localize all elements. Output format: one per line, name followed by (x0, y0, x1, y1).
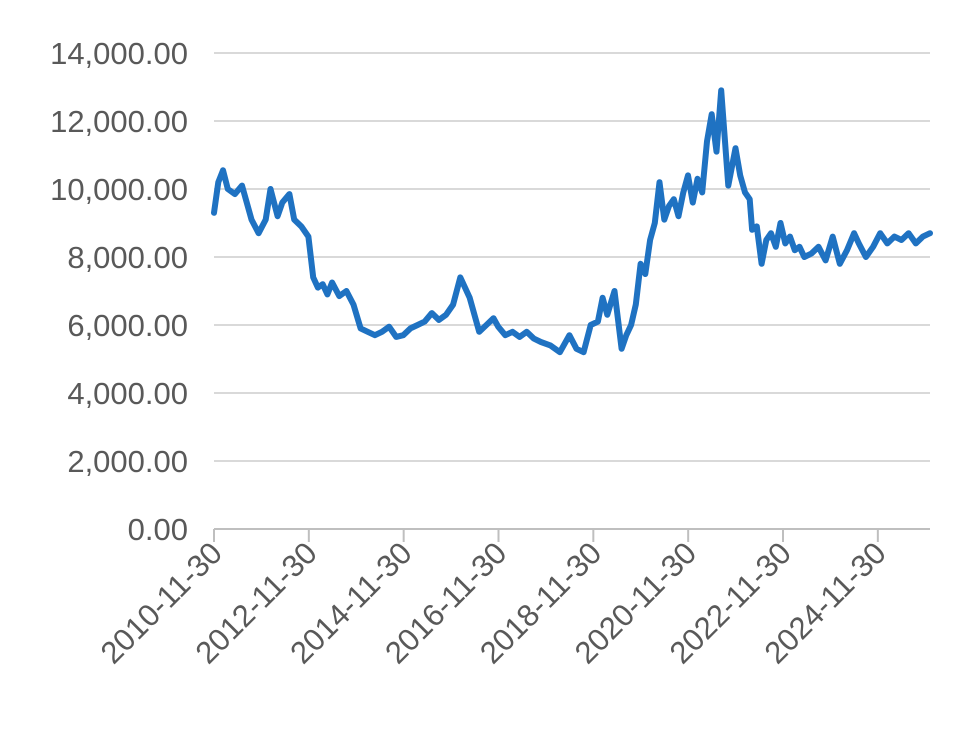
gridlines (214, 52, 930, 462)
y-tick-label: 8,000.00 (67, 240, 188, 275)
y-tick-label: 0.00 (128, 512, 188, 547)
y-tick-label: 12,000.00 (50, 104, 188, 139)
y-axis-ticks: 0.00 2,000.00 4,000.00 6,000.00 8,000.00 10,0… (50, 36, 188, 547)
series-group (211, 87, 933, 356)
y-tick-label: 6,000.00 (67, 308, 188, 343)
x-axis: 2010-11-302012-11-302014-11-302016-11-30… (94, 528, 930, 670)
y-tick-label: 10,000.00 (50, 172, 188, 207)
y-tick-label: 4,000.00 (67, 376, 188, 411)
series-line-0 (211, 87, 933, 356)
y-tick-label: 14,000.00 (50, 36, 188, 71)
y-tick-label: 2,000.00 (67, 444, 188, 479)
